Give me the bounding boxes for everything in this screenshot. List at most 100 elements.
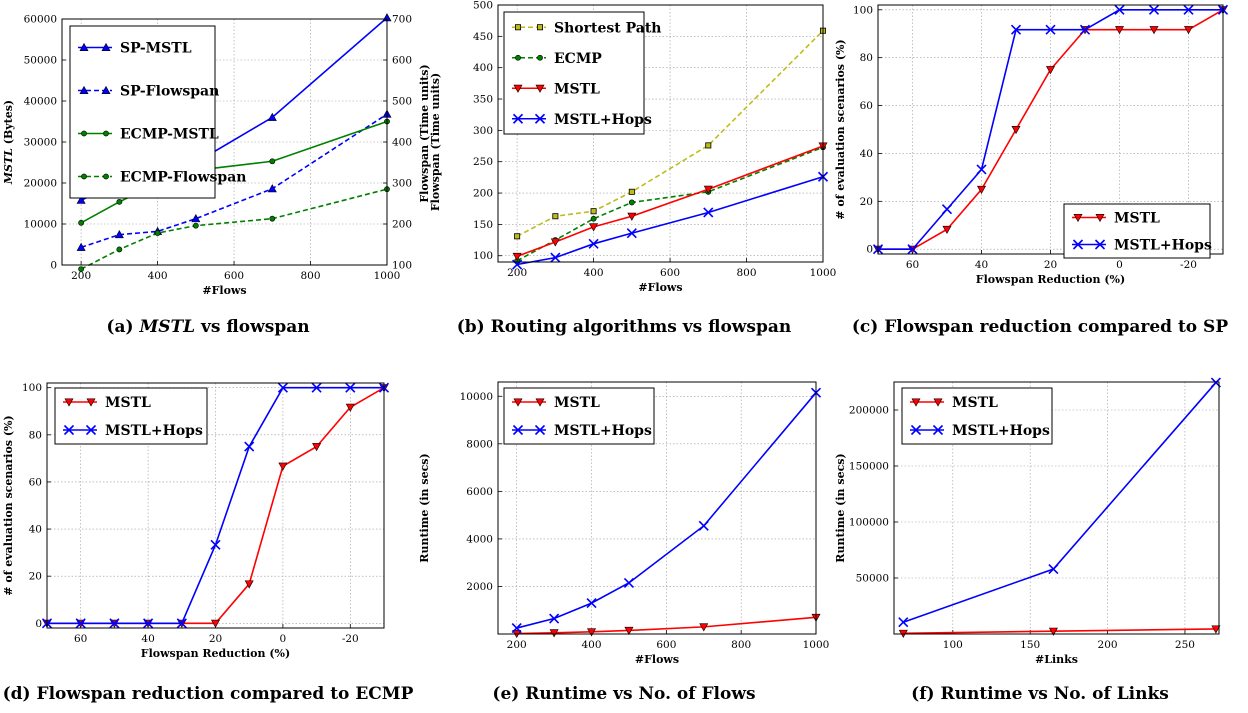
y-tick-label: 0 <box>50 260 57 272</box>
data-point-mstl <box>589 223 599 232</box>
y-tick-label: 10000 <box>24 219 57 231</box>
x-tick-label: 250 <box>1175 639 1195 651</box>
y-tick-label: 8000 <box>466 438 493 450</box>
x-tick-label: 40 <box>141 633 154 645</box>
legend-label-ecmp-mstl: ECMP-MSTL <box>120 127 219 143</box>
data-point-mstl <box>703 185 713 194</box>
data-point-mstl-hops <box>244 441 255 452</box>
data-point-mstl <box>699 623 709 632</box>
legend-marker-mstl-hops <box>1094 239 1106 250</box>
legend-marker-sp-mstl <box>79 42 89 52</box>
legend-label-sp-mstl: SP-MSTL <box>120 41 192 57</box>
legend-marker-ecmp-flowspan <box>103 173 109 180</box>
legend-label-mstl: MSTL <box>554 81 600 97</box>
legend-marker-sp-flowspan <box>101 85 111 94</box>
x-axis-label: #Links <box>1035 653 1078 666</box>
legend-marker-shortest-path <box>537 24 544 31</box>
x-axis-label: #Flows <box>635 653 679 666</box>
data-point-mstl <box>244 580 254 589</box>
chart-panel-f: 100 150 200 250 50000 100000 150000 200000 #Link… <box>832 370 1248 713</box>
chart-panel-a: 200 400 600 800 1000 0 10000 20000 30000 40000 500… <box>0 0 442 356</box>
y-right-tick-label: 600 <box>392 55 412 67</box>
data-point-shortest-path <box>590 208 597 215</box>
data-point-shortest-path <box>628 188 635 195</box>
y-tick-label: 30000 <box>24 137 57 149</box>
legend-marker-mstl <box>513 398 523 407</box>
data-point-mstl-hops <box>210 539 221 550</box>
data-point-mstl-hops <box>586 598 597 609</box>
x-tick-label: 0 <box>1116 259 1123 271</box>
y-tick-label: 20 <box>29 571 42 583</box>
legend-label-mstl-hops: MSTL+Hops <box>952 423 1050 439</box>
y-axis-label: Runtime (in secs) <box>834 453 847 562</box>
data-point-ecmp-flowspan <box>78 266 85 272</box>
y-tick-label: 250 <box>473 156 493 168</box>
legend-marker-ecmp-mstl <box>103 130 109 137</box>
data-point-sp-mstl <box>267 112 277 121</box>
data-point-mstl <box>1045 66 1056 75</box>
plot-frame <box>497 381 817 635</box>
plot-frame <box>46 382 385 629</box>
x-axis-label: Flowspan Reduction (%) <box>976 273 1125 286</box>
x-tick-label: 400 <box>582 639 602 651</box>
data-point-mstl-hops <box>1045 24 1056 35</box>
chart-svg-c: 60 40 20 0 -20 0 20 40 60 80 100 Flowspan Reduction… <box>834 4 1229 286</box>
legend-marker-mstl <box>86 398 96 407</box>
data-point-mstl-hops <box>941 204 953 215</box>
plot-frame <box>893 381 1220 635</box>
legend-marker-mstl <box>911 398 921 407</box>
x-tick-label: 800 <box>731 639 751 651</box>
legend-marker-ecmp <box>537 54 543 61</box>
legend-marker-mstl-hops <box>63 424 75 436</box>
data-point-mstl <box>550 238 560 247</box>
y-tick-label: 450 <box>473 31 493 43</box>
legend-marker-mstl <box>513 84 523 93</box>
y-axis-label: # of evaluation scenarios (%) <box>834 39 847 219</box>
y-right-tick-label: 300 <box>392 178 412 190</box>
x-tick-label: 150 <box>1020 639 1040 651</box>
chart-panel-b: 200 400 600 800 1000 100 150 200 250 300 350 400 450… <box>416 0 836 356</box>
caption-c: (c) Flowspan reduction compared to SP <box>851 317 1229 337</box>
data-point-mstl-hops <box>75 618 86 629</box>
y-tick-label: 200 <box>473 188 493 200</box>
legend-label-mstl: MSTL <box>554 395 600 411</box>
data-point-ecmp-flowspan <box>269 215 276 222</box>
chart-svg-a: 200 400 600 800 1000010000200003000040000500… <box>2 13 442 297</box>
data-point-mstl <box>1011 126 1021 135</box>
legend-marker-mstl <box>535 398 545 407</box>
data-point-mstl <box>549 629 559 638</box>
x-tick-label: 60 <box>906 259 919 271</box>
x-tick-label: 600 <box>656 639 676 651</box>
y-tick-label: 40 <box>860 148 873 160</box>
data-point-mstl-hops <box>1010 24 1022 35</box>
data-point-mstl-hops <box>311 382 322 393</box>
y-tick-label: 100000 <box>849 517 889 529</box>
data-point-mstl <box>624 626 634 636</box>
data-point-mstl <box>1114 26 1125 35</box>
data-point-mstl <box>278 462 288 471</box>
y-axis-label: # of evaluation scenarios (%) <box>2 415 15 595</box>
y-right-tick-label: 500 <box>392 96 412 108</box>
legend-label-mstl-hops: MSTL+Hops <box>105 423 203 439</box>
legend-marker-mstl-hops <box>534 113 546 124</box>
x-tick-label: -20 <box>1180 259 1197 271</box>
y-tick-label: 200000 <box>849 405 889 417</box>
data-point-sp-mstl <box>76 195 86 204</box>
data-point-mstl-hops <box>176 618 187 629</box>
y-tick-label: 80 <box>860 52 873 64</box>
caption-f: (f) Runtime vs No. of Links <box>911 684 1169 704</box>
y-tick-label: 300 <box>473 125 493 137</box>
y-tick-label: 150 <box>473 219 493 231</box>
x-tick-label: 1000 <box>803 639 830 651</box>
y-tick-label: 400 <box>473 62 493 74</box>
y-tick-label: 6000 <box>466 486 493 498</box>
y-axis-label: Flowspan (Time units) <box>418 64 431 202</box>
plot-frame <box>497 4 824 263</box>
data-point-sp-flowspan <box>76 242 86 251</box>
x-tick-label: 200 <box>507 639 527 651</box>
y-tick-label: 100 <box>473 250 493 262</box>
data-point-mstl <box>976 185 987 194</box>
legend: MSTL MSTL+Hops <box>54 387 208 445</box>
legend-label-mstl: MSTL <box>105 395 151 411</box>
chart-panel-d: 60 40 20 0 -20 0 20 40 60 80 100 Flowspan Reduction… <box>0 370 416 713</box>
